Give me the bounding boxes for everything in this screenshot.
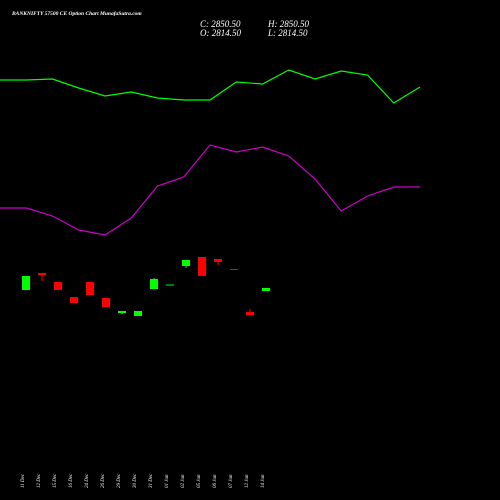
candle-body bbox=[230, 269, 238, 270]
low-label: L: 2814.50 bbox=[267, 28, 308, 38]
x-tick-label: 26 Dec bbox=[101, 473, 106, 488]
candle-body bbox=[118, 311, 126, 313]
candle-body bbox=[134, 311, 142, 316]
x-tick-label: 24 Dec bbox=[85, 473, 90, 488]
close-label: C: 2850.50 bbox=[200, 19, 241, 29]
candle-body bbox=[182, 260, 190, 266]
candle-body bbox=[38, 273, 46, 275]
x-tick-label: 12 Dec bbox=[37, 473, 42, 488]
open-label: O: 2814.50 bbox=[200, 28, 241, 38]
x-tick-label: 11 Dec bbox=[21, 473, 26, 488]
indicator-line bbox=[0, 69, 421, 104]
candle-body bbox=[102, 298, 110, 307]
candle-body bbox=[262, 288, 270, 291]
x-tick-label: 12 Jan bbox=[245, 474, 250, 488]
candle-body bbox=[166, 284, 174, 286]
x-tick-label: 15 Dec bbox=[53, 473, 58, 488]
candle-body bbox=[22, 276, 30, 290]
high-label: H: 2850.50 bbox=[267, 19, 309, 29]
candle-body bbox=[54, 282, 62, 290]
x-tick-label: 16 Dec bbox=[69, 473, 74, 488]
candle-body bbox=[198, 257, 206, 276]
x-tick-label: 02 Jan bbox=[181, 474, 186, 488]
x-tick-label: 29 Dec bbox=[117, 473, 122, 488]
candle-body bbox=[70, 297, 78, 303]
x-tick-label: 07 Jan bbox=[229, 474, 234, 488]
x-tick-label: 30 Dec bbox=[133, 473, 138, 488]
candle-body bbox=[246, 312, 254, 315]
chart-title: BANKNIFTY 57500 CE Option Chart MunafaSu… bbox=[11, 11, 142, 17]
candle-body bbox=[150, 279, 158, 289]
indicator-line bbox=[0, 144, 420, 236]
x-tick-label: 31 Dec bbox=[149, 473, 154, 488]
candle-body bbox=[86, 282, 94, 295]
candle-body bbox=[214, 259, 222, 262]
x-tick-label: 05 Jan bbox=[197, 474, 202, 488]
x-tick-label: 06 Jan bbox=[213, 474, 218, 488]
x-tick-label: 14 Jan bbox=[261, 474, 266, 488]
x-tick-label: 01 Jan bbox=[165, 474, 170, 488]
